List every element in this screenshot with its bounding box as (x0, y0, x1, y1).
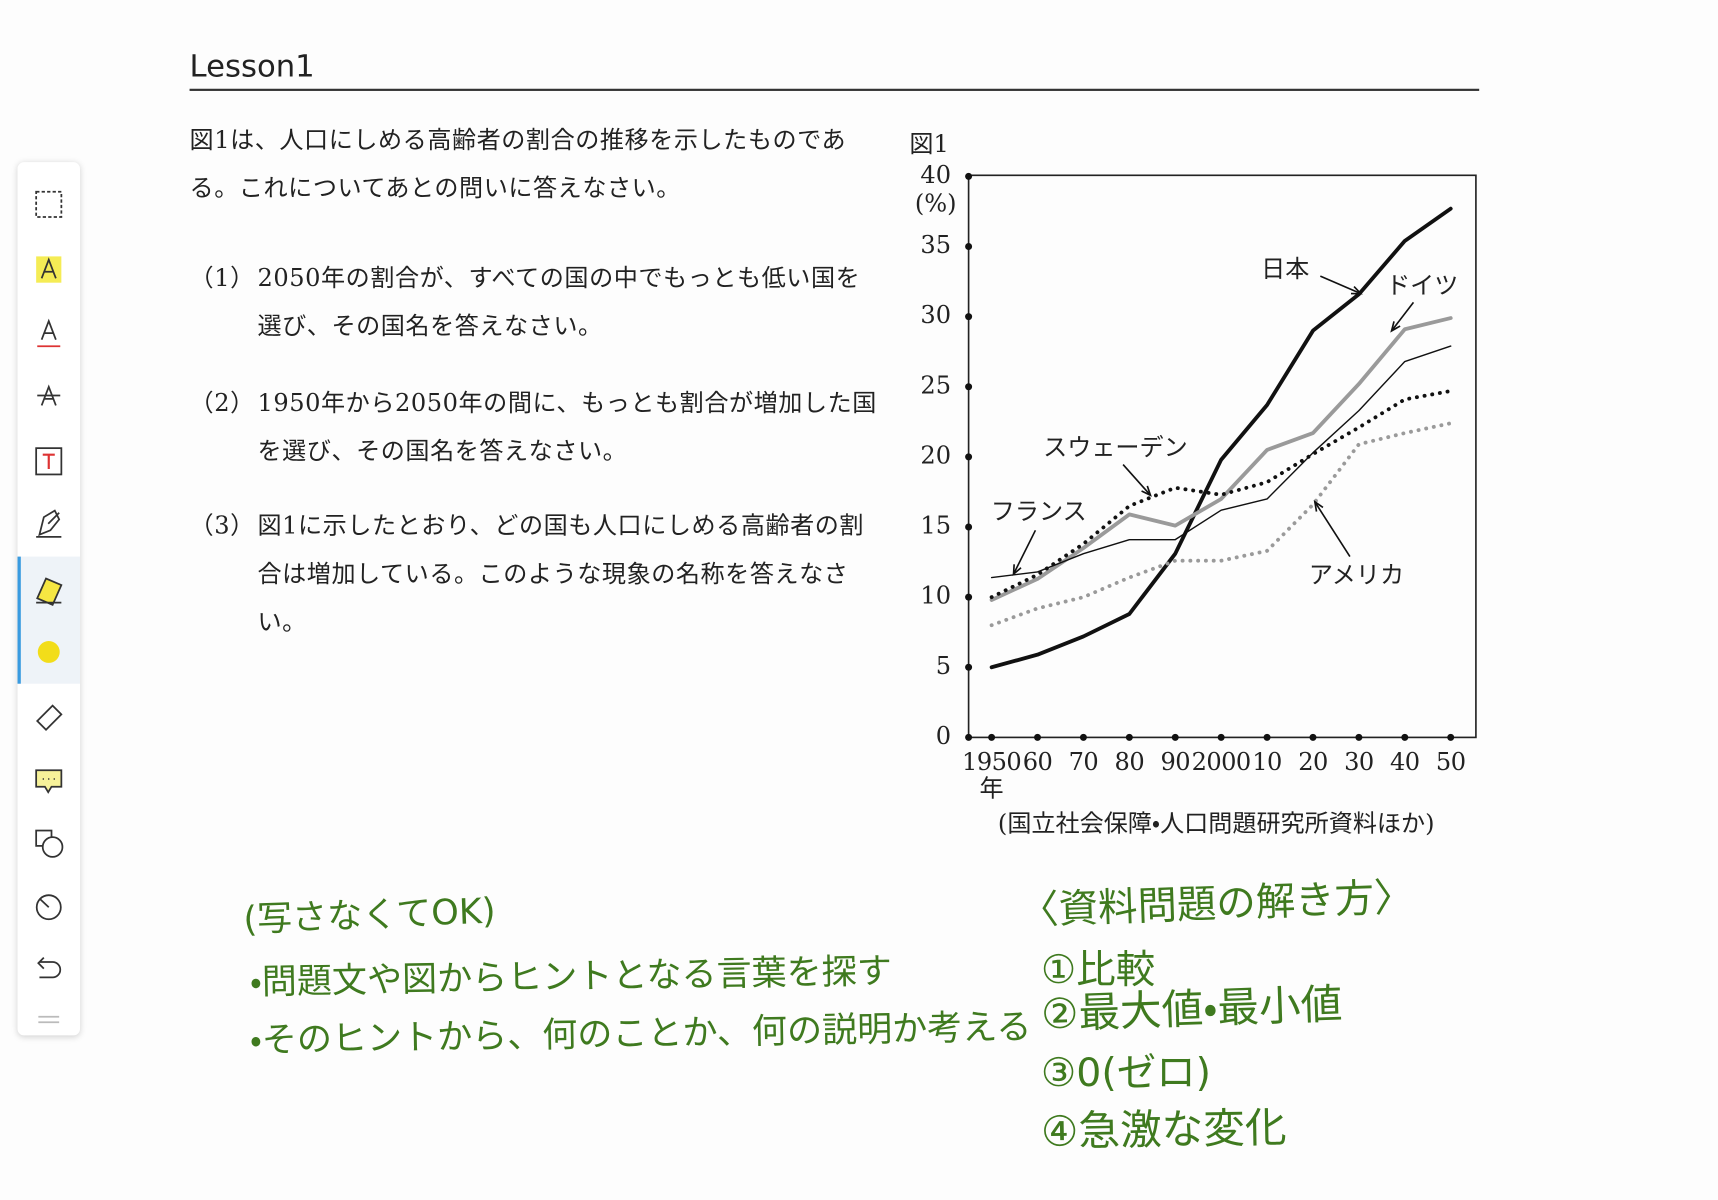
x-tick-label: 40 (1390, 748, 1420, 776)
eraser-tool[interactable] (36, 704, 63, 731)
y-tick (965, 453, 973, 461)
label-arrow (1314, 501, 1351, 558)
x-axis-label: 年 (980, 774, 1004, 802)
pen-tool[interactable] (36, 509, 62, 538)
question-text: 1950年から2050年の間に、もっとも割合が増加した国を選び、その国名を答えな… (257, 390, 877, 466)
toolbar-handle[interactable] (38, 1015, 60, 1024)
question-text: 図1に示したとおり、どの国も人口にしめる高齢者の割合は増加している。このような現… (257, 512, 865, 637)
y-tick-label: 25 (920, 371, 951, 399)
x-tick-label: 50 (1436, 748, 1466, 776)
series-label: 日本 (1261, 255, 1309, 283)
undo-tool[interactable] (37, 957, 62, 979)
x-tick (1034, 733, 1042, 741)
x-tick (988, 733, 996, 741)
series-line (989, 316, 1453, 602)
handwritten-note: ③0(ゼロ) (1040, 1050, 1212, 1096)
label-arrow (1122, 464, 1152, 496)
label-arrow (1390, 301, 1415, 332)
x-tick (1079, 733, 1087, 741)
y-tick-label: 30 (920, 301, 951, 329)
x-tick-label: 10 (1252, 748, 1282, 776)
x-tick-label: 1950 (962, 748, 1021, 776)
series-label: ドイツ (1386, 272, 1458, 300)
x-tick-label: 20 (1298, 748, 1328, 776)
series-label: スウェーデン (1043, 434, 1188, 462)
y-tick (965, 383, 973, 391)
question-number: （1） (189, 265, 255, 293)
y-tick (965, 523, 973, 531)
x-tick (1125, 733, 1133, 741)
y-tick (965, 313, 973, 321)
y-tick (965, 733, 973, 741)
y-tick-label: 0 (936, 722, 951, 750)
x-tick (1447, 733, 1455, 741)
y-tick-label: 10 (920, 582, 951, 610)
label-arrow (1012, 529, 1037, 575)
series-label: フランス (991, 497, 1087, 525)
y-tick-label: 5 (936, 652, 951, 680)
series-line (990, 345, 1452, 579)
source-note: (国立社会保障・人口問題研究所資料ほか) (998, 810, 1435, 838)
x-tick-label: 30 (1344, 748, 1374, 776)
x-tick (1263, 733, 1271, 741)
question-text: 2050年の割合が、すべての国の中でもっとも低い国を選び、その国名を答えなさい。 (257, 265, 861, 341)
label-arrowhead (1313, 500, 1324, 512)
series-line (989, 421, 1453, 628)
label-arrowhead (1350, 285, 1363, 295)
y-tick-label: 15 (920, 512, 951, 540)
label-arrow (1319, 275, 1362, 295)
x-tick (1217, 733, 1225, 741)
x-tick-label: 60 (1023, 748, 1053, 776)
x-tick (1171, 733, 1179, 741)
textbox-tool[interactable] (35, 447, 63, 476)
label-arrowhead (1390, 321, 1401, 333)
y-tick (965, 593, 973, 601)
color-picker[interactable] (37, 640, 60, 663)
chart-title: 図1 (909, 130, 948, 158)
highlighter-tool[interactable] (36, 577, 63, 606)
title-rule (189, 88, 1480, 91)
lesson-title: Lesson1 (189, 48, 315, 85)
comment-tool[interactable] (35, 769, 63, 794)
toolbar (17, 162, 80, 1036)
handwritten-note: ①比較 (1040, 947, 1156, 993)
series-line (989, 389, 1453, 600)
question-number: （2） (189, 390, 255, 418)
x-tick (1309, 733, 1317, 741)
x-tick-label: 80 (1115, 748, 1145, 776)
label-arrowhead (1012, 564, 1022, 577)
x-tick-label: 90 (1160, 748, 1190, 776)
label-arrowhead (1141, 485, 1152, 497)
y-tick (965, 663, 973, 671)
underline-tool[interactable] (37, 318, 61, 348)
x-tick-label: 70 (1069, 748, 1099, 776)
x-tick-label: 2000 (1192, 748, 1251, 776)
timer-tool[interactable] (35, 894, 62, 921)
y-axis-label: (%) (915, 189, 957, 217)
toolbar-icons (35, 190, 64, 1024)
y-tick-label: 35 (920, 231, 951, 259)
x-tick (1355, 733, 1363, 741)
strike-tool[interactable] (37, 384, 61, 406)
x-tick (1401, 733, 1409, 741)
y-tick (965, 243, 973, 251)
select-tool[interactable] (35, 190, 63, 218)
question-number: （3） (189, 512, 255, 541)
intro-text: 図1は、人口にしめる高齢者の割合の推移を示したものである。これについてあとの問い… (189, 127, 847, 203)
shape-tool[interactable] (35, 829, 64, 858)
selected-tool-bar (17, 556, 21, 684)
highlight-text-tool[interactable] (36, 256, 62, 283)
y-tick (965, 172, 973, 180)
y-tick-label: 20 (920, 441, 951, 469)
series-label: アメリカ (1309, 561, 1404, 589)
series-line (989, 206, 1453, 670)
y-tick-label: 40 (920, 161, 951, 189)
